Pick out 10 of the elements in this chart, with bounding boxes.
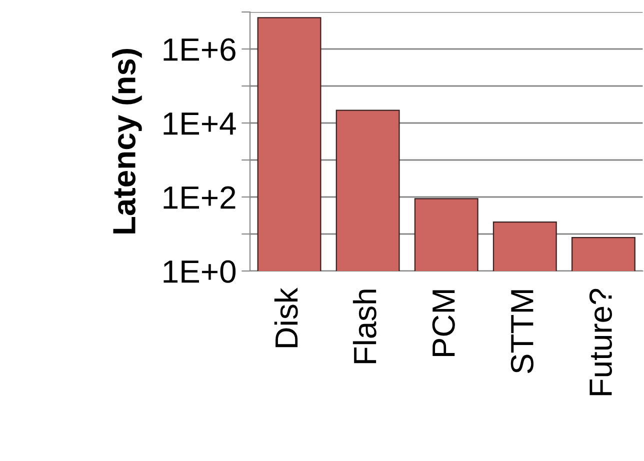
y-tick-label: 1E+4: [164, 112, 236, 135]
x-tick-label: STTM: [510, 290, 534, 374]
x-tick-label: Disk: [274, 288, 298, 348]
x-tick-label: PCM: [432, 290, 455, 356]
x-tick-label: Future?: [589, 288, 612, 396]
x-tick-label: Flash: [352, 290, 376, 364]
y-tick-label: 1E+6: [164, 38, 236, 61]
y-axis-title: Latency (ns): [112, 49, 142, 234]
y-tick-label: 1E+0: [164, 260, 236, 283]
y-tick-label: 1E+2: [164, 186, 236, 209]
